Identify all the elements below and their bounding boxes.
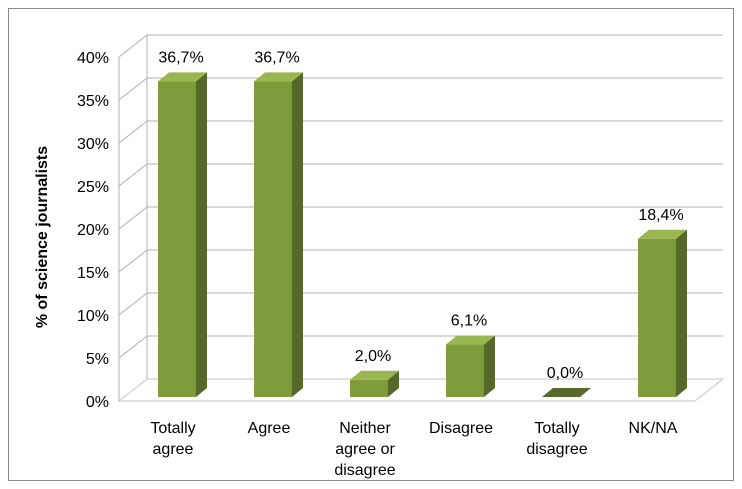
bar-side: [484, 335, 495, 397]
gridline-diagonal: [118, 77, 148, 101]
data-label: 36,7%: [254, 49, 299, 66]
y-tick-label: 15%: [77, 265, 109, 282]
chart-floor: [117, 378, 725, 402]
bar-side: [676, 229, 687, 397]
x-tick-label: NK/NA: [629, 420, 678, 437]
x-tick-label: Disagree: [429, 420, 493, 437]
gridline-diagonal: [118, 163, 148, 187]
gridline-diagonal: [118, 292, 148, 316]
bar-side: [292, 72, 303, 397]
y-tick-label: 40%: [77, 50, 109, 67]
y-tick-label: 25%: [77, 179, 109, 196]
bar-top: [542, 388, 591, 397]
x-tick-label: Agree: [248, 420, 291, 437]
x-tick-label-line: Totally: [150, 420, 195, 437]
gridline-diagonal: [118, 34, 148, 58]
gridline-diagonal: [118, 249, 148, 273]
y-tick-label: 0%: [86, 394, 109, 411]
bar-top: [350, 370, 399, 380]
labels: 0% 5% 10% 15% 20% 25% 30% 35% 40% 36,7% Totally agr…: [77, 49, 684, 479]
data-label: 2,0%: [355, 348, 391, 365]
y-tick-label: 35%: [77, 93, 109, 110]
bar-side: [196, 72, 207, 397]
bar: [446, 344, 484, 397]
data-label: 0,0%: [547, 365, 583, 382]
bar: [254, 81, 292, 397]
bar: [350, 379, 388, 397]
x-tick-label-line: NK/NA: [629, 420, 678, 437]
x-tick-label-line: Neither: [339, 420, 391, 437]
x-tick-label-line: agree: [153, 441, 194, 458]
x-tick-label-line: agree or: [335, 441, 395, 458]
x-tick-label-line: disagree: [526, 441, 587, 458]
bar-top: [254, 72, 303, 82]
gridline-diagonal: [118, 335, 148, 359]
bars: [158, 72, 687, 397]
x-tick-label: Totally agree: [150, 420, 195, 458]
data-label: 18,4%: [638, 207, 683, 224]
x-tick-label: Totally disagree: [526, 420, 587, 458]
gridlines: [117, 34, 725, 402]
bar: [638, 238, 676, 397]
bar-top: [446, 335, 495, 345]
y-tick-label: 10%: [77, 308, 109, 325]
y-axis-title: % of science journalists: [34, 146, 51, 328]
gridline-diagonal: [118, 120, 148, 144]
y-tick-label: 20%: [77, 222, 109, 239]
bar-top: [638, 229, 687, 239]
y-tick-label: 30%: [77, 136, 109, 153]
x-tick-label: Neither agree or disagree: [334, 420, 395, 479]
data-label: 36,7%: [158, 49, 203, 66]
y-tick-label: 5%: [86, 351, 109, 368]
x-tick-label-line: Totally: [534, 420, 579, 437]
bar: [158, 81, 196, 397]
x-tick-label-line: disagree: [334, 462, 395, 479]
gridline-diagonal: [118, 206, 148, 230]
bar-chart: 0% 5% 10% 15% 20% 25% 30% 35% 40% 36,7% Totally agr…: [34, 34, 725, 479]
bar-side: [388, 370, 399, 397]
data-label: 6,1%: [451, 313, 487, 330]
chart-frame: 0% 5% 10% 15% 20% 25% 30% 35% 40% 36,7% Totally agr…: [8, 8, 734, 481]
bar-top: [158, 72, 207, 82]
x-tick-label-line: Disagree: [429, 420, 493, 437]
x-tick-label-line: Agree: [248, 420, 291, 437]
